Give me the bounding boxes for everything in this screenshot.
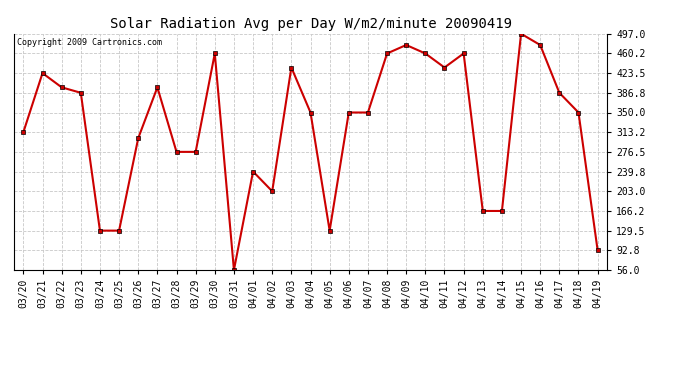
Text: Copyright 2009 Cartronics.com: Copyright 2009 Cartronics.com	[17, 39, 161, 48]
Title: Solar Radiation Avg per Day W/m2/minute 20090419: Solar Radiation Avg per Day W/m2/minute …	[110, 17, 511, 31]
